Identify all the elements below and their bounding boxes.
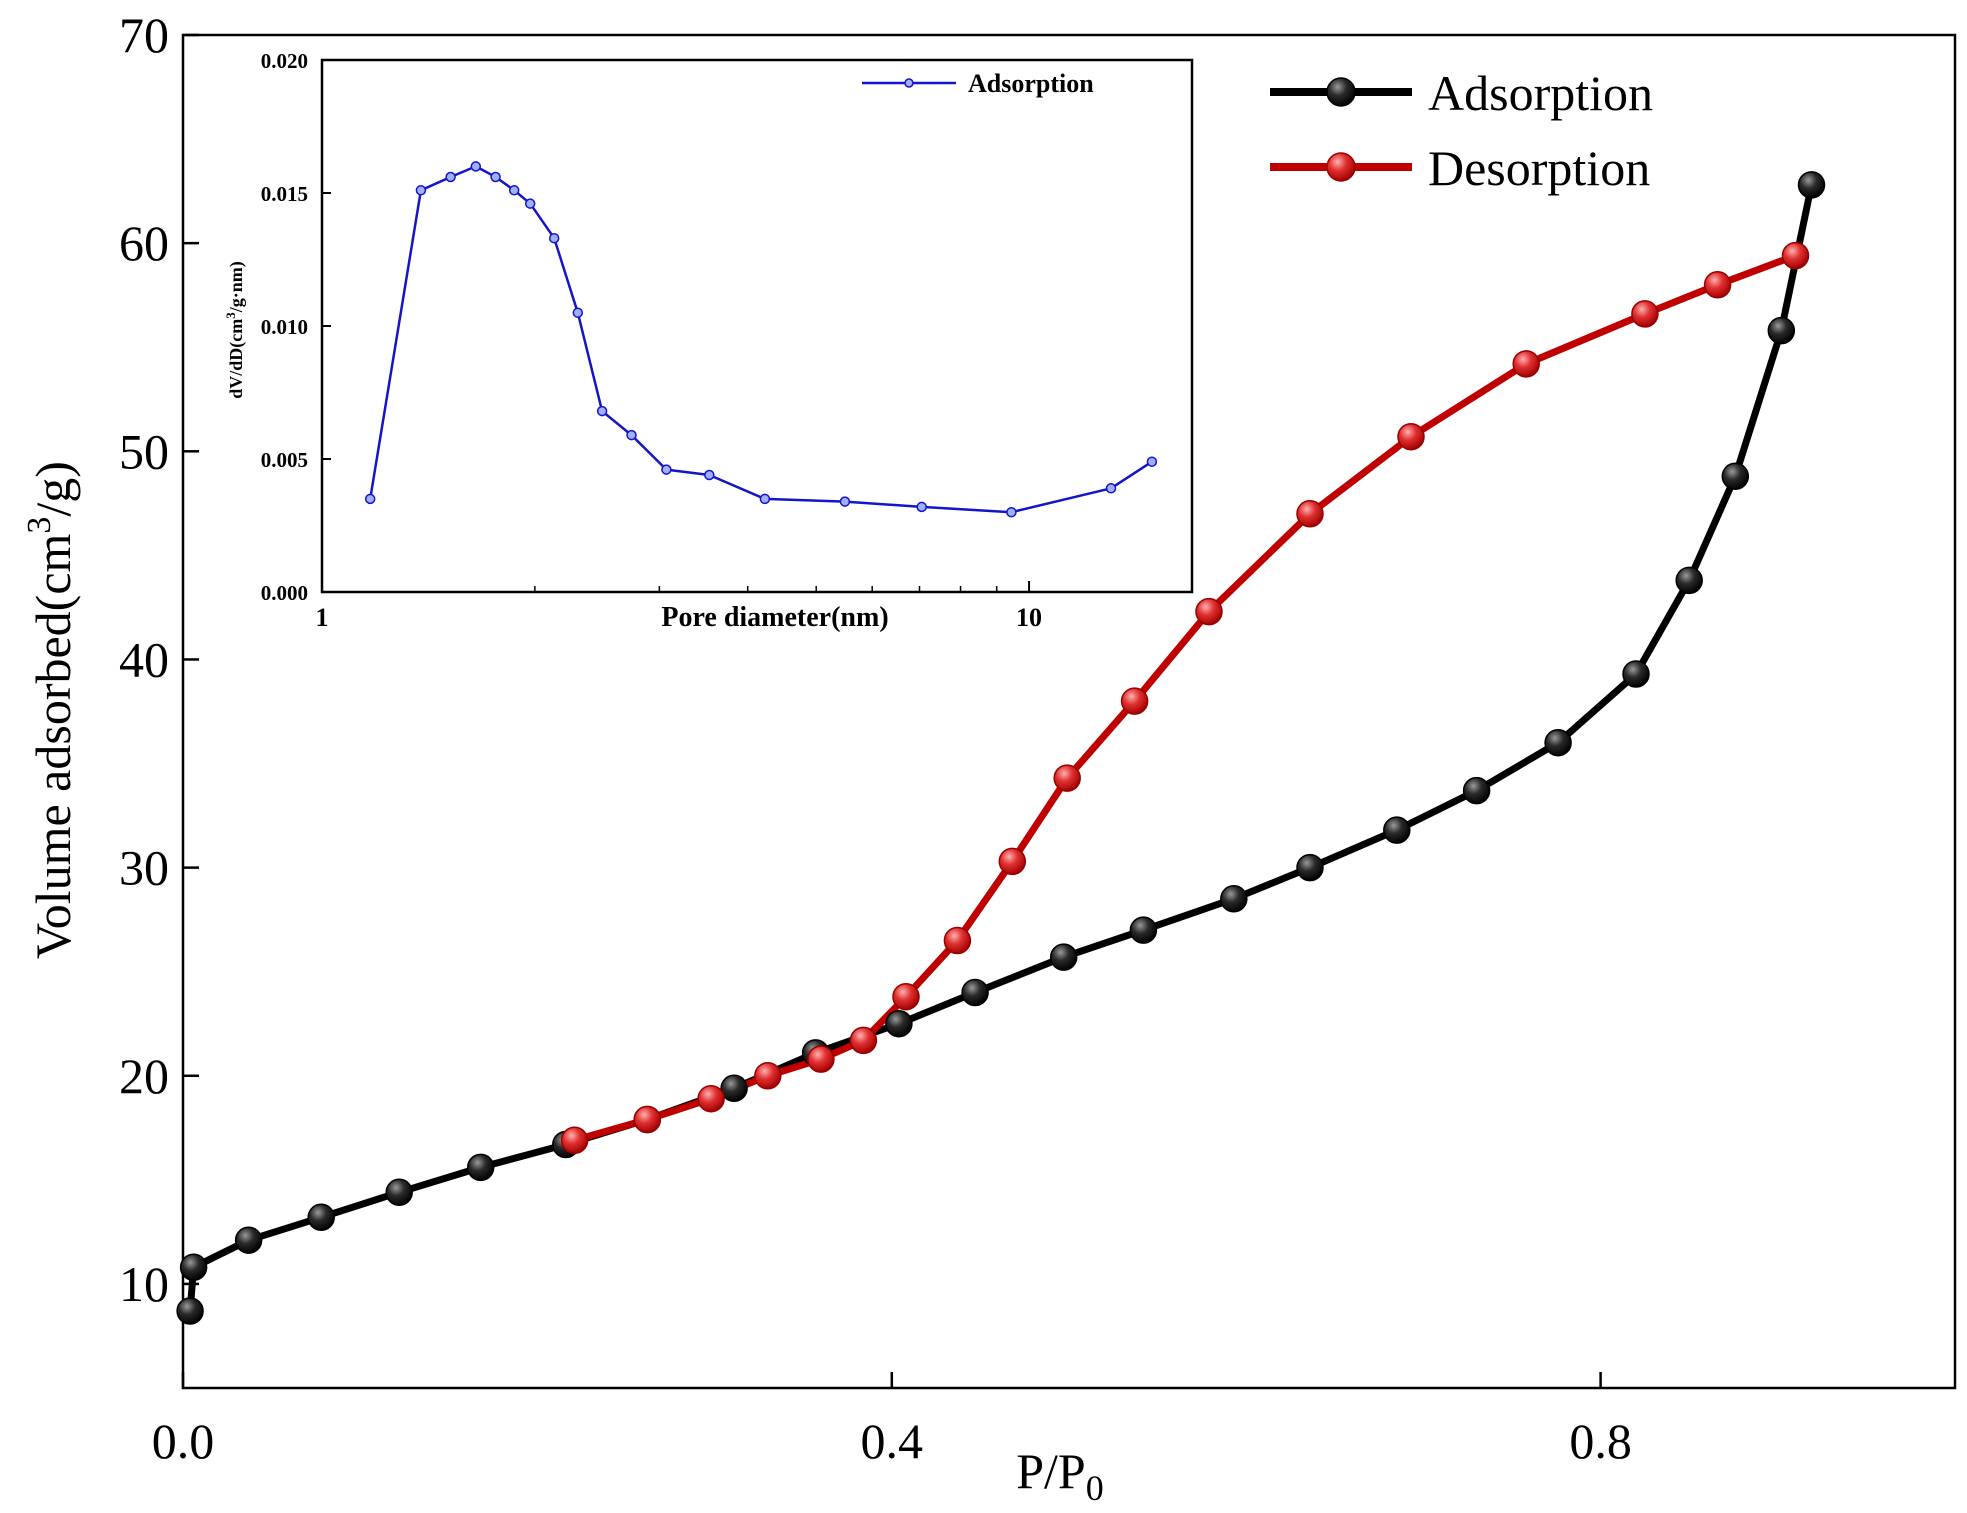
inset-data-point (508, 185, 520, 196)
data-point-desorption (1781, 241, 1810, 270)
main-x-tick-label: 0.0 (152, 1413, 215, 1469)
inset-x-tick-label: 1 (316, 603, 329, 632)
inset-data-point (661, 464, 672, 475)
inset-y-tick-label: 0.010 (261, 315, 308, 339)
data-point-adsorption (176, 1297, 204, 1325)
inset-chart: 0.000 0.005 0.010 0.015 0.020 1 10 Pore diame… (223, 49, 1194, 633)
inset-data-point (596, 405, 608, 417)
data-point-desorption (633, 1105, 662, 1134)
data-point-adsorption (466, 1153, 495, 1182)
data-point-adsorption (1049, 943, 1078, 971)
main-series-group (176, 171, 1826, 1325)
data-point-desorption (1296, 500, 1324, 528)
inset-data-point (626, 429, 637, 441)
data-point-adsorption (1220, 885, 1248, 913)
inset-data-point (839, 496, 851, 507)
main-x-tick-label: 0.8 (1569, 1413, 1632, 1469)
main-plot-frame (181, 33, 1957, 1390)
data-point-desorption (807, 1045, 835, 1073)
main-x-ticks: 0.0 0.4 0.8 (152, 1372, 1632, 1469)
inset-data-point (1146, 456, 1158, 467)
inset-data-point (704, 469, 715, 481)
data-point-desorption (943, 926, 972, 955)
inset-y-tick-label: 0.005 (261, 448, 308, 472)
data-point-adsorption (1721, 462, 1750, 491)
inset-y-ticks: 0.000 0.005 0.010 0.015 0.020 (261, 49, 331, 605)
data-point-desorption (1631, 300, 1659, 328)
data-point-desorption (1703, 271, 1732, 299)
inset-data-point (572, 307, 584, 318)
main-y-tick-label: 50 (119, 423, 169, 479)
inset-y-tick-label: 0.000 (261, 581, 308, 605)
legend-marker-adsorption (1326, 77, 1356, 107)
inset-y-tick-label: 0.015 (261, 182, 308, 206)
inset-x-tick-label: 10 (1016, 603, 1042, 632)
data-point-adsorption (961, 978, 989, 1007)
main-y-ticks: 10 20 30 40 50 60 70 (119, 7, 199, 1312)
main-y-tick-label: 10 (119, 1256, 169, 1312)
inset-data-point (524, 198, 536, 209)
data-point-desorption (560, 1126, 589, 1155)
inset-data-point (415, 185, 427, 196)
main-y-tick-label: 30 (119, 840, 169, 896)
main-x-tick-label: 0.4 (861, 1413, 924, 1469)
data-point-desorption (998, 847, 1027, 876)
data-point-adsorption (885, 1009, 913, 1038)
inset-data-point (916, 501, 927, 513)
main-y-tick-label: 70 (119, 7, 169, 63)
inset-plot-frame (320, 58, 1194, 594)
inset-legend: Adsorption (862, 69, 1094, 98)
data-point-desorption (849, 1026, 878, 1055)
inset-series-group (364, 161, 1158, 518)
data-point-adsorption (1296, 853, 1324, 882)
inset-legend-label: Adsorption (968, 69, 1094, 98)
main-y-axis-title: Volume adsorbed(cm3/g) (21, 461, 81, 959)
data-point-adsorption (1462, 776, 1491, 805)
data-point-adsorption (1797, 171, 1826, 199)
data-point-desorption (1512, 350, 1540, 378)
data-point-desorption (1053, 764, 1081, 792)
data-point-desorption (1195, 597, 1223, 626)
data-point-adsorption (1544, 728, 1572, 757)
data-point-adsorption (720, 1074, 748, 1103)
inset-y-tick-label: 0.020 (261, 49, 308, 73)
data-point-desorption (1120, 687, 1149, 715)
data-point-desorption (754, 1062, 782, 1090)
inset-data-point (1006, 506, 1017, 518)
data-point-adsorption (385, 1178, 413, 1207)
main-y-tick-label: 40 (119, 631, 169, 687)
data-point-adsorption (234, 1226, 263, 1254)
data-point-adsorption (1622, 660, 1650, 688)
data-point-adsorption (179, 1253, 208, 1282)
inset-legend-marker (904, 78, 914, 88)
data-point-adsorption (307, 1203, 335, 1232)
inset-data-point (548, 232, 560, 244)
inset-data-point (1105, 483, 1117, 494)
data-point-adsorption (1767, 316, 1796, 345)
data-point-desorption (892, 982, 920, 1011)
data-point-adsorption (1675, 566, 1703, 595)
data-point-adsorption (1383, 816, 1411, 844)
inset-data-point (490, 171, 501, 183)
inset-data-point (470, 161, 482, 172)
main-y-tick-label: 20 (119, 1048, 169, 1104)
data-point-adsorption (1129, 916, 1158, 944)
inset-data-point (364, 493, 376, 505)
main-legend: Adsorption Desorption (1270, 65, 1653, 196)
main-x-axis-title: P/P0 (1016, 1443, 1104, 1508)
inset-x-axis-title: Pore diameter(nm) (661, 602, 888, 633)
inset-x-ticks: 1 10 (316, 581, 1042, 632)
legend-label-desorption: Desorption (1428, 140, 1650, 196)
data-point-desorption (1397, 422, 1425, 451)
legend-label-adsorption: Adsorption (1428, 65, 1653, 121)
main-y-tick-label: 60 (119, 215, 169, 271)
inset-data-point (759, 493, 771, 505)
inset-data-point (445, 171, 456, 183)
data-point-desorption (697, 1084, 725, 1113)
inset-y-axis-title: dV/dD(cm3/g·nm) (223, 261, 247, 399)
legend-marker-desorption (1326, 152, 1356, 182)
